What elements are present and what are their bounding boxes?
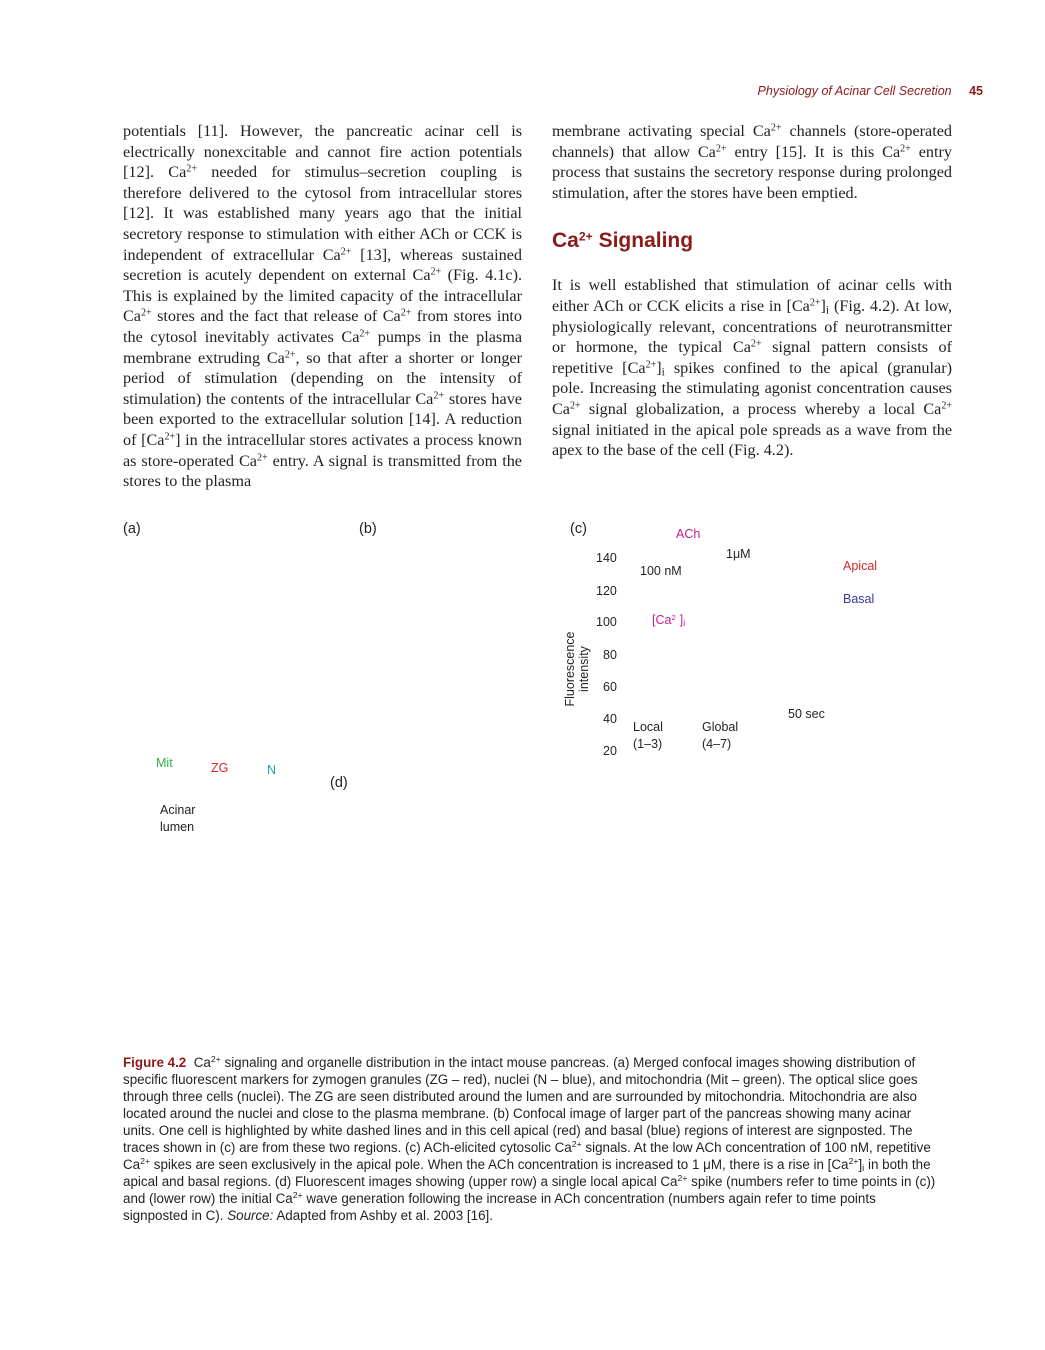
- figure-caption: Figure 4.2 Ca2+ signaling and organelle …: [123, 1054, 936, 1223]
- section-heading: Ca2+ Signaling: [552, 229, 694, 253]
- concentration-1um-label: 1μM: [726, 547, 751, 561]
- time-scale-label: 50 sec: [788, 707, 825, 721]
- ach-label: ACh: [676, 527, 701, 541]
- y-tick: 20: [603, 744, 617, 758]
- global-range-label: (4–7): [702, 737, 732, 751]
- lumen-label: lumen: [160, 820, 195, 834]
- page-number: 45: [969, 84, 983, 98]
- panel-c-label: (c): [570, 521, 587, 537]
- mit-label: Mit: [156, 756, 173, 770]
- legend-apical: Apical: [843, 559, 878, 573]
- concentration-100nm-label: 100 nM: [640, 564, 682, 578]
- y-tick: 40: [603, 712, 617, 726]
- caption-label: Figure 4.2: [123, 1055, 187, 1070]
- panel-a-label: (a): [123, 521, 141, 537]
- running-head: Physiology of Acinar Cell Secretion 45: [758, 84, 983, 98]
- caption-source-label: Source:: [227, 1208, 274, 1223]
- panel-b-label: (b): [359, 521, 377, 537]
- y-tick: 140: [596, 551, 617, 565]
- panel-d-label: (d): [330, 775, 348, 791]
- left-column: potentials [11]. However, the pancreatic…: [123, 121, 522, 492]
- right-paragraph-1: membrane activating special Ca2+ channel…: [552, 122, 952, 202]
- running-head-title: Physiology of Acinar Cell Secretion: [757, 84, 952, 98]
- cai-label: [Ca2]i: [652, 612, 686, 628]
- local-range-label: (1–3): [633, 737, 663, 751]
- global-label: Global: [702, 720, 739, 734]
- y-tick: 120: [596, 584, 617, 598]
- zg-label: ZG: [211, 761, 229, 775]
- n-label: N: [267, 763, 277, 777]
- left-paragraph-1: potentials [11]. However, the pancreatic…: [123, 122, 523, 491]
- right-column: membrane activating special Ca2+ channel…: [552, 121, 952, 461]
- y-tick: 60: [603, 680, 617, 694]
- y-axis-label: Fluorescence intensity: [563, 631, 591, 707]
- local-label: Local: [633, 720, 663, 734]
- legend-basal: Basal: [843, 592, 875, 606]
- y-tick: 100: [596, 615, 617, 629]
- y-tick: 80: [603, 648, 617, 662]
- right-paragraph-2: It is well established that stimulation …: [552, 276, 953, 460]
- acinar-label: Acinar: [160, 803, 196, 817]
